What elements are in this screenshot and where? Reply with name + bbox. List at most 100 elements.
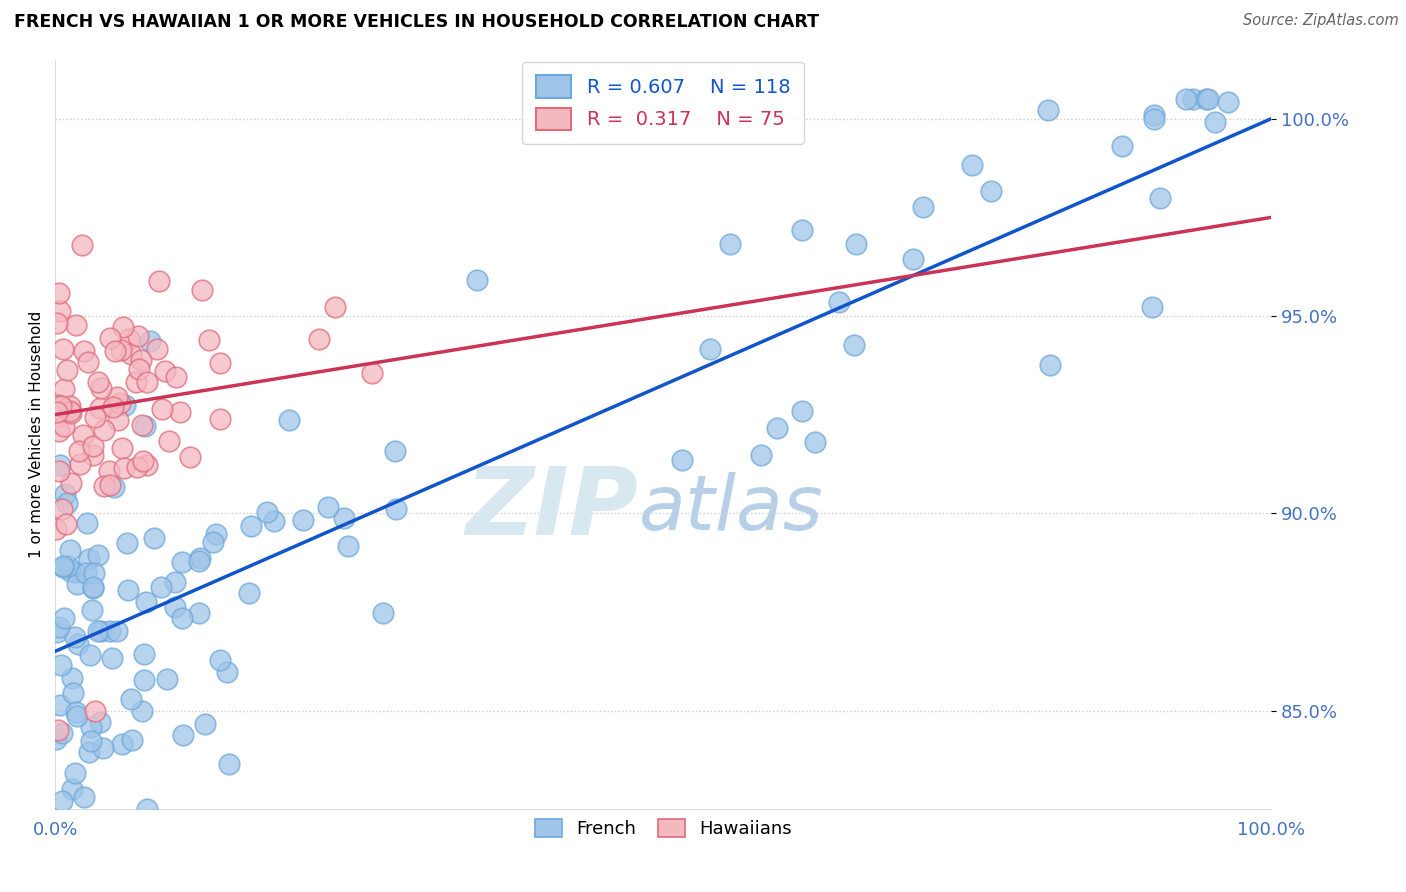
Point (98, 624, 121, 638)
Point (77, 355, 100, 369)
Point (56, 558, 79, 573)
Text: atlas: atlas (638, 473, 824, 546)
Point (89, 714, 111, 729)
Point (165, 369, 187, 384)
Point (93, 479, 115, 493)
Point (239, 518, 262, 533)
Point (980, 184, 1002, 198)
Point (77, 551, 100, 566)
Point (69, 457, 91, 471)
Point (111, 441, 134, 455)
Point (188, 551, 211, 566)
Point (163, 599, 186, 614)
Point (208, 356, 231, 370)
Point (46, 316, 69, 330)
Point (828, 295, 851, 310)
Point (136, 802, 159, 816)
Point (63, 765, 86, 780)
Point (90, 381, 112, 395)
Point (718, 236, 741, 251)
Point (98, 478, 121, 492)
Point (67, 637, 90, 651)
Point (749, 448, 772, 462)
Point (135, 595, 157, 609)
Point (142, 531, 165, 545)
Point (120, 692, 142, 706)
Point (1149, 191, 1171, 205)
Point (46, 723, 69, 738)
Point (125, 459, 148, 474)
Point (205, 527, 228, 541)
Point (63, 630, 86, 644)
Point (76, 516, 98, 530)
Point (129, 352, 152, 367)
Point (139, 334, 162, 349)
Point (1218, 95, 1240, 110)
Point (1039, 358, 1062, 372)
Point (60, 407, 83, 421)
Text: FRENCH VS HAWAIIAN 1 OR MORE VEHICLES IN HOUSEHOLD CORRELATION CHART: FRENCH VS HAWAIIAN 1 OR MORE VEHICLES IN… (14, 13, 820, 31)
Point (962, 158, 984, 172)
Point (48, 464, 70, 478)
Point (59, 404, 82, 418)
Point (59, 564, 82, 578)
Point (333, 511, 356, 525)
Legend: French, Hawaiians: French, Hawaiians (527, 812, 799, 845)
Point (172, 728, 194, 742)
Point (45, 731, 67, 746)
Point (218, 757, 240, 772)
Point (1111, 139, 1133, 153)
Point (384, 444, 406, 458)
Point (118, 332, 141, 346)
Point (385, 502, 408, 516)
Point (79, 648, 101, 662)
Point (73, 790, 96, 805)
Point (179, 450, 201, 465)
Point (308, 332, 330, 346)
Point (238, 585, 260, 599)
Point (115, 536, 138, 550)
Point (82, 581, 104, 595)
Point (83, 566, 105, 580)
Point (80, 734, 103, 748)
Point (46, 405, 69, 419)
Point (46, 624, 69, 639)
Point (108, 395, 131, 409)
Point (90, 624, 112, 638)
Point (66, 709, 89, 723)
Point (97, 464, 120, 478)
Point (53, 611, 76, 625)
Point (48, 286, 70, 301)
Point (49, 657, 72, 672)
Point (120, 347, 142, 361)
Point (75, 566, 97, 580)
Point (59, 400, 82, 414)
Point (699, 343, 721, 357)
Point (136, 458, 159, 472)
Point (55, 362, 77, 376)
Point (77, 745, 100, 759)
Point (127, 329, 149, 343)
Point (148, 275, 170, 289)
Point (792, 404, 814, 418)
Point (51, 794, 73, 808)
Point (1175, 92, 1198, 106)
Point (803, 434, 825, 449)
Point (371, 606, 394, 620)
Point (45, 522, 67, 536)
Point (209, 412, 232, 426)
Point (93, 423, 115, 437)
Point (1195, 92, 1218, 106)
Point (131, 454, 153, 468)
Point (790, 223, 813, 237)
Point (87, 548, 110, 562)
Point (1140, 300, 1163, 314)
Point (323, 300, 346, 314)
Point (107, 413, 129, 427)
Point (336, 539, 359, 553)
Point (89, 401, 111, 416)
Point (66, 577, 89, 591)
Point (1204, 115, 1226, 129)
Point (82, 439, 104, 453)
Point (131, 704, 153, 718)
